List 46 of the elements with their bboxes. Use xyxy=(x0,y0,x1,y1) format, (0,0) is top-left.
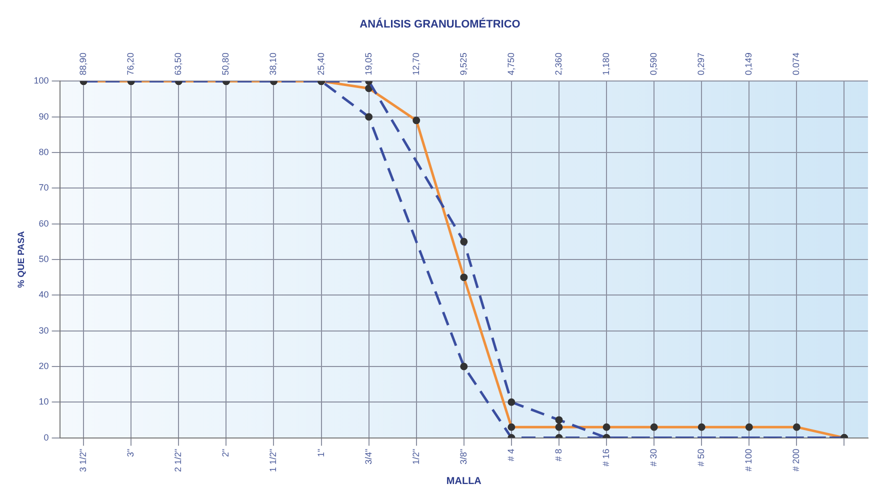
text: 9,525 xyxy=(458,52,468,76)
x-tick-label: # 16 xyxy=(601,448,612,466)
text: 38,10 xyxy=(268,52,278,76)
y-tick-label: 30 xyxy=(38,325,49,336)
x-tick-label: # 8 xyxy=(553,448,564,462)
text: 4,750 xyxy=(506,52,516,76)
text: 0,297 xyxy=(696,52,706,76)
x-tick-label: # 30 xyxy=(648,448,659,466)
y-tick-label: 0 xyxy=(44,432,49,442)
y-axis-title: % QUE PASA xyxy=(16,230,26,288)
x-tick-label: 3" xyxy=(126,448,136,457)
x-tick-label: # 100 xyxy=(744,448,754,472)
x-tick-label: 2 1/2" xyxy=(173,448,184,472)
x-axis-title: MALLA xyxy=(446,476,482,487)
y-tick-label: 90 xyxy=(38,111,49,122)
text: 1,180 xyxy=(601,52,612,76)
text: 0,149 xyxy=(744,52,754,76)
y-tick-label: 50 xyxy=(38,254,49,264)
x-tick-label: 2" xyxy=(220,448,231,457)
y-tick-label: 40 xyxy=(38,290,49,300)
x-tick-label: 3/8" xyxy=(458,448,468,465)
y-tick-label: 70 xyxy=(38,182,49,193)
text: 50,80 xyxy=(220,52,231,76)
x-tick-label: # 50 xyxy=(696,448,706,466)
y-tick-label: 60 xyxy=(38,218,49,228)
x-tick-label: 1/2" xyxy=(410,448,421,465)
text: 12,70 xyxy=(410,52,421,76)
y-tick-label: 20 xyxy=(38,360,49,371)
y-tick-label: 100 xyxy=(34,76,49,86)
x-tick-label: 1 1/2" xyxy=(268,448,278,472)
y-tick-label: 10 xyxy=(38,396,49,407)
text: 2,360 xyxy=(553,52,564,76)
x-tick-label: # 4 xyxy=(506,448,516,462)
y-tick-label: 80 xyxy=(38,147,49,157)
text: 0,590 xyxy=(648,52,659,76)
text: 88,90 xyxy=(78,52,88,76)
text: 63,50 xyxy=(173,52,184,76)
text: 19,05 xyxy=(363,52,374,76)
x-tick-label: 1" xyxy=(316,448,326,457)
text: 76,20 xyxy=(126,52,136,76)
x-tick-label: # 200 xyxy=(791,448,802,472)
text: 0.074 xyxy=(791,52,802,76)
x-tick-label: 3 1/2" xyxy=(78,448,88,472)
chart-title: ANÁLISIS GRANULOMÉTRICO xyxy=(360,18,521,31)
text: 25,40 xyxy=(316,52,326,76)
x-tick-label: 3/4" xyxy=(363,448,374,465)
